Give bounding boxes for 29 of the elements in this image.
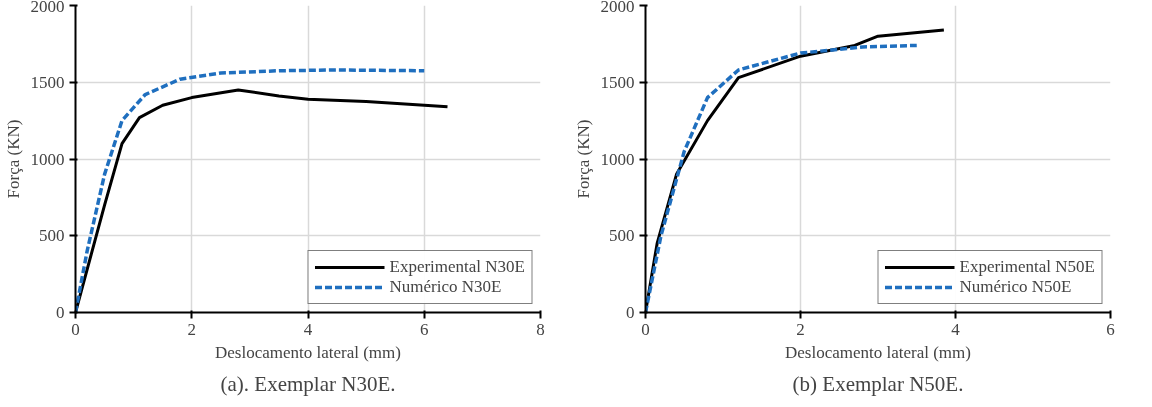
x-tick-label: 6 [1106, 319, 1115, 339]
x-axis-title: Deslocamento lateral (mm) [215, 342, 401, 362]
x-tick-label: 8 [536, 319, 545, 339]
text: (a). Exemplar N30E. [220, 371, 396, 396]
legend-label: Experimental N30E [389, 257, 525, 277]
x-tick-label: 0 [71, 319, 80, 339]
x-tick-label: 2 [187, 319, 196, 339]
y-tick-label: 2000 [600, 0, 635, 16]
legend-label: Numérico N30E [389, 277, 502, 297]
y-tick-label: 500 [609, 226, 635, 246]
legend-label: Numérico N50E [959, 277, 1072, 297]
y-tick-label: 0 [626, 303, 635, 322]
y-axis-title: Força (KN) [3, 119, 23, 199]
y-tick-label: 1000 [30, 149, 65, 169]
text: (b) Exemplar N50E. [792, 371, 964, 396]
x-axis-title: Deslocamento lateral (mm) [785, 342, 971, 362]
x-tick-label: 0 [641, 319, 650, 339]
y-tick-label: 500 [39, 226, 65, 246]
x-tick-label: 2 [796, 319, 805, 339]
y-axis-title: Força (KN) [573, 119, 593, 199]
y-tick-label: 1500 [30, 72, 65, 92]
x-tick-label: 4 [303, 319, 313, 339]
y-tick-label: 1500 [600, 72, 635, 92]
x-tick-label: 4 [951, 319, 961, 339]
y-tick-label: 2000 [30, 0, 65, 16]
y-tick-label: 0 [56, 303, 65, 322]
y-tick-label: 1000 [600, 149, 635, 169]
x-tick-label: 6 [420, 319, 429, 339]
legend-label: Experimental N50E [959, 257, 1095, 277]
